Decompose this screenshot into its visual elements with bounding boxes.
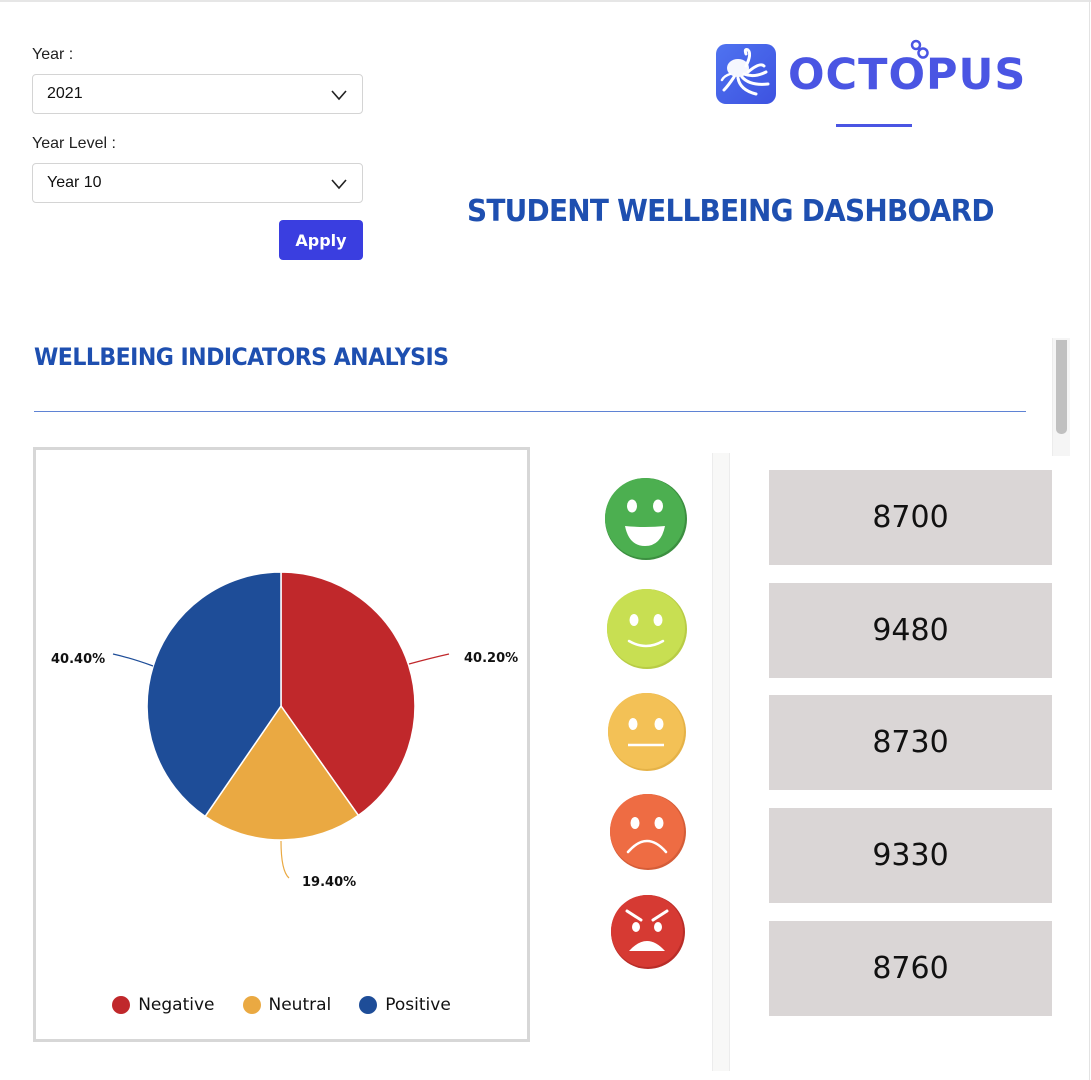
legend-item-positive[interactable]: Positive [359,995,451,1015]
legend-dot-icon [112,996,131,1014]
legend-label: Neutral [268,995,332,1015]
sad-face-icon [610,794,686,870]
pie-label-positive: 40.40% [51,652,106,667]
pie-slice-negative[interactable] [280,571,416,817]
window-right-border [1089,0,1090,1080]
count-sad: 9330 [769,808,1052,903]
year-label: Year : [32,46,74,63]
count-neutral: 8730 [769,695,1052,790]
scrollbar-thumb[interactable] [1056,340,1067,434]
year-level-select[interactable]: Year 10 [32,163,363,203]
neutral-face-icon [608,693,686,771]
chart-legend: Negative Neutral Positive [36,995,527,1015]
year-select-value: 2021 [47,85,83,102]
brand-logo: OCTOPUS [716,39,1032,106]
chevron-down-icon [331,90,347,101]
count-happy: 9480 [769,583,1052,678]
year-level-label: Year Level : [32,135,116,152]
very-happy-face-icon [605,478,687,560]
pie-label-neutral: 19.40% [302,875,357,890]
year-level-select-value: Year 10 [47,174,102,191]
legend-dot-icon [242,996,261,1014]
count-angry: 8760 [769,921,1052,1016]
happy-face-icon [607,589,687,669]
legend-item-negative[interactable]: Negative [112,995,215,1015]
pie-chart-panel: 40.20% 19.40% 40.40% Negative Neutral Po… [33,447,530,1042]
logo-underline [836,124,912,127]
column-divider [712,453,730,1071]
pie-chart [112,571,450,879]
pie-slice-positive[interactable] [146,571,282,818]
apply-button[interactable]: Apply [279,220,363,260]
bubbles-icon [910,39,929,59]
octopus-icon [716,44,776,104]
angry-face-icon [611,895,685,969]
count-very-happy: 8700 [769,470,1052,565]
legend-item-neutral[interactable]: Neutral [242,995,332,1015]
pie-slice-neutral[interactable] [204,704,360,841]
section-divider [34,411,1026,412]
legend-dot-icon [359,996,378,1014]
legend-label: Negative [138,995,215,1015]
year-select[interactable]: 2021 [32,74,363,114]
section-title: WELLBEING INDICATORS ANALYSIS [34,343,449,371]
legend-label: Positive [385,995,451,1015]
pie-label-negative: 40.20% [464,651,519,666]
page-title: STUDENT WELLBEING DASHBOARD [467,194,994,229]
window-top-border [0,0,1091,2]
brand-name: OCTOPUS [788,50,1027,100]
chevron-down-icon [331,179,347,190]
